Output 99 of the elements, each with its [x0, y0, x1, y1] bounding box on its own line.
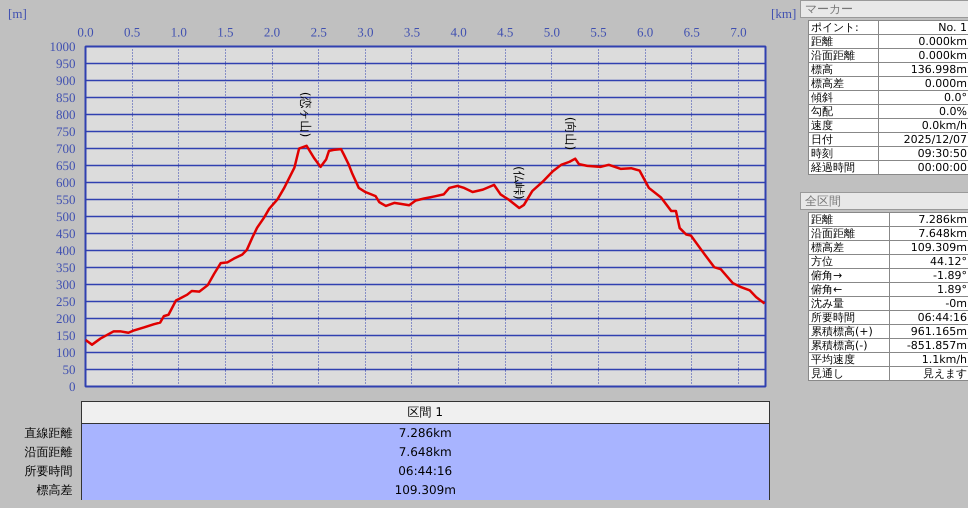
y-tick-label: 550	[56, 192, 76, 207]
text: 見通し	[808, 366, 890, 380]
text: 109.309m	[81, 481, 770, 500]
y-tick-label: 150	[56, 328, 76, 343]
text: 直線距離	[5, 424, 81, 443]
text: 標高差	[808, 240, 890, 254]
text: 俯角→	[808, 268, 890, 282]
annotation: (向山)	[564, 116, 578, 150]
x-axis-title: [km]	[771, 5, 796, 23]
text: -851.857m	[890, 338, 968, 352]
y-tick-label: 500	[56, 209, 76, 224]
annotation: (恋ヶ山)	[298, 92, 313, 138]
text: 06:44:16	[81, 462, 770, 481]
text: 勾配	[808, 104, 879, 118]
y-tick-label: 200	[56, 311, 76, 326]
text: 109.309m	[890, 240, 968, 254]
y-tick-label: 700	[56, 141, 76, 156]
text: 06:44:16	[890, 310, 968, 324]
y-tick-label: 350	[56, 260, 76, 275]
x-tick-label: 5.0	[544, 24, 560, 40]
text: 沿面距離	[5, 443, 81, 462]
text: 沈み量	[808, 296, 890, 310]
text: -0m	[890, 296, 968, 310]
text: 961.165m	[890, 324, 968, 338]
text: 136.998m	[878, 62, 968, 76]
text: 7.286km	[81, 424, 770, 443]
text: 沿面距離	[808, 48, 879, 62]
y-tick-label: 900	[56, 73, 76, 88]
y-tick-label: 650	[56, 158, 76, 173]
text: 平均速度	[808, 352, 890, 366]
x-tick-label: 2.5	[310, 24, 327, 40]
text: 0.0km/h	[878, 118, 968, 132]
text: 7.286km	[890, 212, 968, 226]
text: 所要時間	[808, 310, 890, 324]
y-tick-label: 300	[56, 277, 76, 292]
text: 時刻	[808, 146, 879, 160]
y-tick-label: 950	[56, 56, 76, 71]
text: 0.0%	[878, 104, 968, 118]
x-tick-label: 2.0	[264, 24, 280, 40]
x-tick-label: 5.5	[590, 24, 607, 40]
text: 俯角←	[808, 282, 890, 296]
text: 1.1km/h	[890, 352, 968, 366]
y-axis-title: [m]	[8, 5, 27, 23]
text: 標高	[808, 62, 879, 76]
text: 2025/12/07	[878, 132, 968, 146]
y-tick-label: 450	[56, 226, 76, 241]
text: 標高差	[808, 76, 879, 90]
text: 0.000m	[878, 76, 968, 90]
text: 全区間	[800, 192, 968, 210]
text: 所要時間	[5, 462, 81, 481]
text: 累積標高(-)	[808, 338, 890, 352]
text: 44.12°	[890, 254, 968, 268]
y-tick-label: 250	[56, 294, 76, 309]
x-tick-label: 6.0	[637, 24, 654, 40]
text: 見えます	[890, 366, 968, 380]
y-tick-label: 50	[62, 362, 76, 377]
text: マーカー	[800, 0, 968, 18]
text: 速度	[808, 118, 879, 132]
text: -1.89°	[890, 268, 968, 282]
x-tick-label: 4.5	[497, 24, 514, 40]
text: 沿面距離	[808, 226, 890, 240]
text: 日付	[808, 132, 879, 146]
y-tick-label: 850	[56, 90, 76, 105]
text: 7.648km	[890, 226, 968, 240]
y-tick-label: 800	[56, 107, 76, 122]
text: 距離	[808, 34, 879, 48]
y-tick-label: 100	[56, 345, 76, 360]
text: 区間 1	[81, 402, 770, 424]
text: 経過時間	[808, 160, 879, 174]
x-tick-label: 0.5	[124, 24, 140, 40]
text: 0.000km	[878, 48, 968, 62]
x-tick-label: 1.0	[170, 24, 187, 40]
text: 方位	[808, 254, 890, 268]
x-tick-label: 3.0	[357, 24, 374, 40]
line-series	[86, 144, 766, 346]
text: 0.000km	[878, 34, 968, 48]
x-tick-label: 0.0	[77, 24, 94, 40]
y-tick-label: 600	[56, 175, 76, 190]
annotation: (仏峠)	[512, 166, 526, 200]
text: 7.648km	[81, 443, 770, 462]
text: 1.89°	[890, 282, 968, 296]
text: 00:00:00	[878, 160, 968, 174]
text: 傾斜	[808, 90, 879, 104]
text: 標高差	[5, 481, 81, 500]
x-tick-label: 3.5	[404, 24, 420, 40]
x-tick-label: 7.0	[730, 24, 747, 40]
text: 0.0°	[878, 90, 968, 104]
text: 09:30:50	[878, 146, 968, 160]
y-tick-label: 0	[69, 379, 76, 394]
y-tick-label: 400	[56, 243, 76, 258]
text: 距離	[808, 212, 890, 226]
x-tick-label: 4.0	[450, 24, 467, 40]
text: 累積標高(+)	[808, 324, 890, 338]
x-tick-label: 1.5	[217, 24, 234, 40]
text: ポイント:	[808, 20, 879, 34]
text: No. 1	[878, 20, 968, 34]
y-tick-label: 750	[56, 124, 76, 139]
y-tick-label: 1000	[50, 39, 76, 54]
x-tick-label: 6.5	[684, 24, 700, 40]
